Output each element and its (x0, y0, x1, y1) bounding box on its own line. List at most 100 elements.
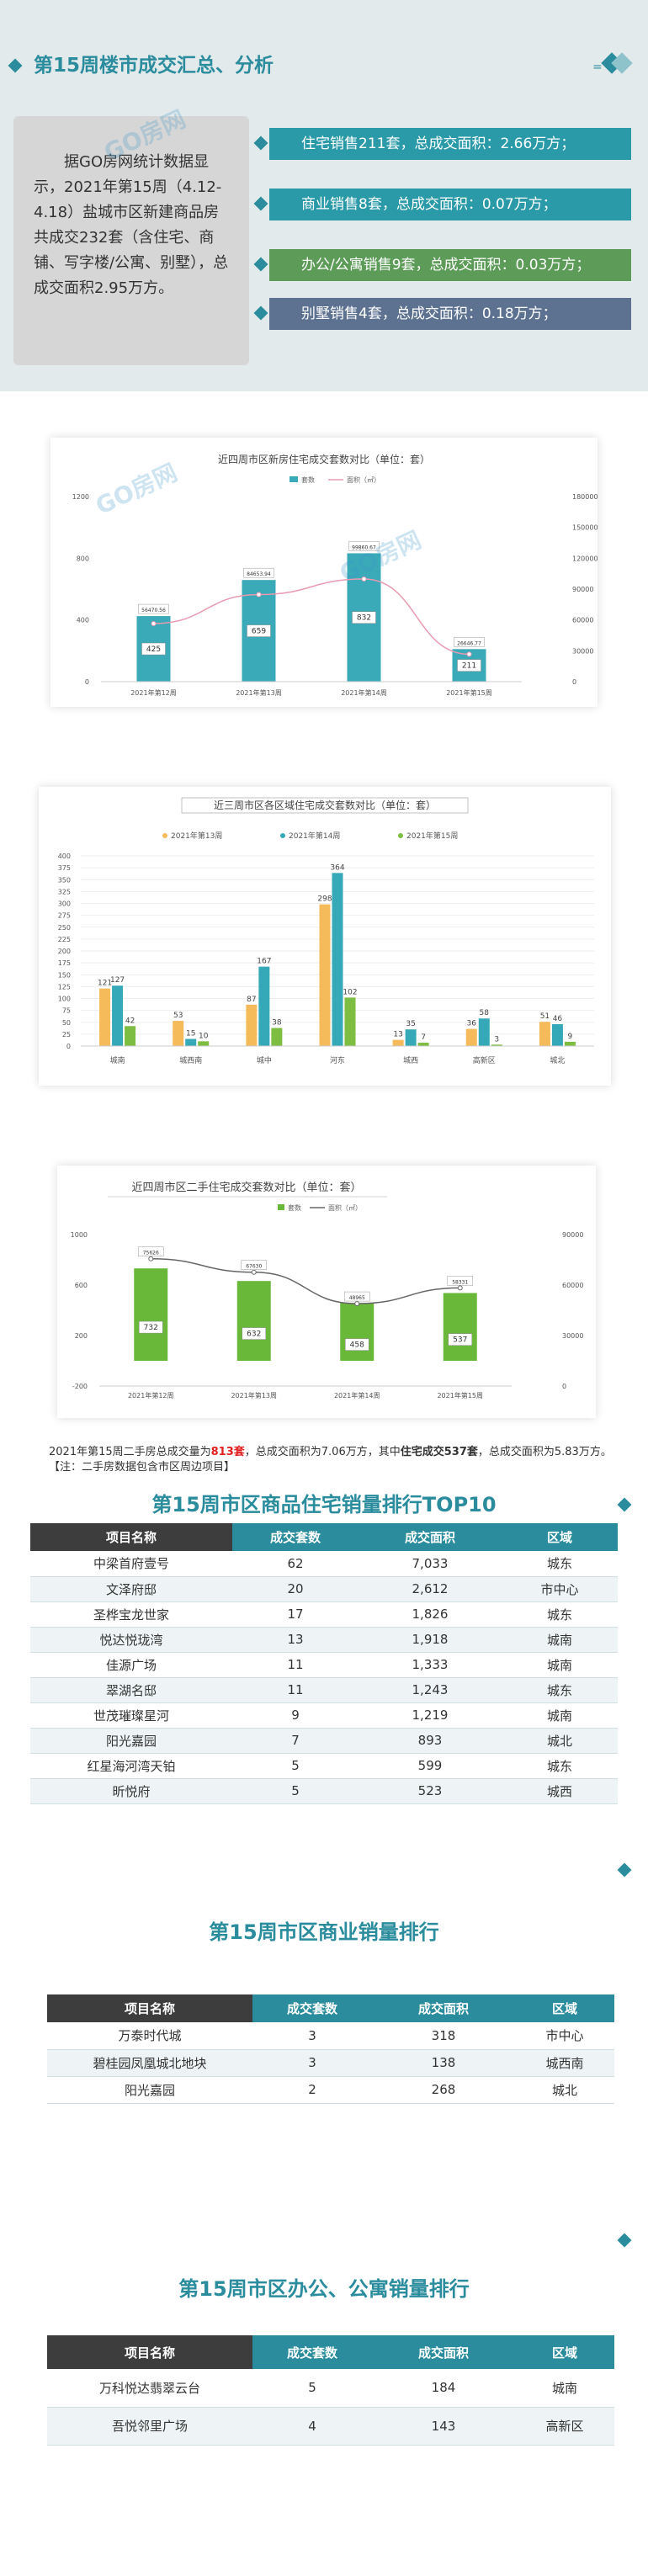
table-row: 佳源广场 11 1,333 城南 (30, 1652, 618, 1678)
col-header: 区域 (515, 1994, 614, 2022)
bar (125, 1026, 136, 1046)
table-cell: 138 (372, 2049, 515, 2077)
col-header: 成交套数 (252, 2335, 372, 2369)
stat-diamond-icon (253, 305, 268, 321)
table-row: 阳光嘉园 2 268 城北 (47, 2076, 614, 2104)
data-label-box (454, 637, 485, 647)
data-label: 425 (146, 645, 161, 654)
data-label: 458 (350, 1341, 364, 1350)
bar (185, 1038, 197, 1046)
x-tick-label: 2021年第12周 (130, 688, 177, 697)
x-tick-label: 2021年第13周 (231, 1391, 277, 1400)
bar (392, 1039, 404, 1046)
data-label: 56470.56 (141, 608, 166, 613)
x-tick-label: 城西 (403, 1056, 418, 1065)
y-tick-label: 350 (58, 876, 71, 884)
data-label-box (138, 603, 169, 614)
data-label-box (352, 611, 376, 624)
y-tick-label: 375 (58, 864, 71, 872)
x-tick-label: 城西南 (179, 1055, 202, 1065)
table-cell: 2 (252, 2076, 372, 2104)
y-tick-label: 125 (58, 983, 71, 991)
y-tick-label: 200 (58, 948, 71, 955)
table-cell: 893 (359, 1728, 502, 1754)
table-cell: 红星海河湾天铂 (30, 1753, 232, 1779)
y-tick-label: 600 (75, 1282, 88, 1289)
data-label: 9 (568, 1033, 573, 1041)
bar (405, 1029, 417, 1046)
y2-tick-label: 120000 (572, 555, 598, 562)
line-point (354, 1301, 360, 1307)
x-tick-label: 城北 (550, 1056, 565, 1065)
data-label-box (241, 1260, 267, 1270)
table-cell: 翠湖名邸 (30, 1677, 232, 1703)
table-cell: 3 (252, 2049, 372, 2077)
table-cell: 599 (359, 1753, 502, 1779)
bar (134, 1268, 168, 1361)
line-point (361, 576, 367, 582)
legend-swatch (278, 1204, 284, 1210)
resale-note: 2021年第15周二手房总成交量为813套，总成交面积为7.06万方，其中住宅成… (49, 1445, 612, 1475)
note-bold: 住宅成交537套 (400, 1446, 478, 1458)
table-cell: 7,033 (359, 1551, 502, 1577)
data-label: 298 (317, 895, 332, 904)
table-cell: 11 (232, 1677, 359, 1703)
y2-tick-label: 0 (572, 678, 576, 686)
col-header: 成交套数 (232, 1523, 359, 1551)
chart-title-box (181, 797, 469, 814)
table-cell: 5 (232, 1753, 359, 1779)
data-label: 67630 (246, 1264, 262, 1270)
data-label: 35 (406, 1020, 415, 1028)
y-tick-label: 250 (58, 924, 71, 932)
table-row: 中梁首府壹号 62 7,033 城东 (30, 1551, 618, 1577)
data-label: 99860.67 (352, 544, 376, 550)
line-point (457, 1285, 463, 1291)
table-cell: 4 (252, 2407, 372, 2446)
x-tick-label: 城中 (257, 1055, 272, 1065)
chart2-svg: 近三周市区各区域住宅成交套数对比（单位：套） 0 25 50 75 100 125 150 17… (58, 797, 594, 1065)
table-cell: 13 (232, 1627, 359, 1653)
y-tick-label: 150 (58, 971, 71, 979)
bar (491, 1044, 502, 1046)
data-label-box (243, 567, 274, 578)
bar (465, 1028, 477, 1046)
col-header: 成交面积 (359, 1523, 502, 1551)
legend-label: 套数 (301, 475, 315, 484)
data-label: 36 (467, 1020, 477, 1028)
y-tick-label: 225 (58, 936, 71, 943)
stat-diamond-icon (253, 257, 268, 272)
col-header: 区域 (515, 2335, 614, 2369)
y-tick-label: 325 (58, 888, 71, 895)
y-tick-label: 200 (75, 1332, 88, 1340)
table-cell: 市中心 (515, 2022, 614, 2050)
y2-tick-label: 180000 (572, 493, 598, 501)
legend-label: 2021年第15周 (406, 831, 458, 841)
note-highlight: 813套 (210, 1446, 245, 1458)
bar (258, 966, 270, 1046)
data-label: 167 (257, 958, 271, 966)
table-row: 阳光嘉园 7 893 城北 (30, 1728, 618, 1754)
table-row: 红星海河湾天铂 5 599 城东 (30, 1753, 618, 1779)
table-row: 吾悦邻里广场 4 143 高新区 (47, 2407, 614, 2446)
page-title: 第15周楼市成交汇总、分析 (34, 55, 274, 77)
equals-icon: = (592, 61, 603, 74)
data-label: 13 (393, 1031, 402, 1039)
section-diamond-icon (617, 1862, 632, 1878)
y2-tick-label: 30000 (562, 1332, 583, 1340)
x-tick-label: 2021年第13周 (236, 688, 282, 697)
table-cell: 吾悦邻里广场 (47, 2407, 252, 2446)
line-point (466, 651, 472, 657)
table-cell: 世茂璀璨星河 (30, 1702, 232, 1729)
table-cell: 5 (252, 2369, 372, 2408)
bar (246, 1004, 258, 1046)
table-row: 碧桂园凤凰城北地块 3 138 城西南 (47, 2049, 614, 2077)
x-tick-label: 城南 (110, 1055, 125, 1065)
data-label: 832 (357, 614, 371, 623)
table-cell: 3 (252, 2022, 372, 2050)
top10-title: 第15周市区商品住宅销量排行TOP10 (151, 1493, 497, 1516)
legend-swatch (162, 833, 167, 838)
bar (271, 1028, 283, 1046)
series-line (153, 578, 470, 656)
table-cell: 268 (372, 2076, 515, 2104)
table-cell: 城西南 (515, 2049, 614, 2077)
